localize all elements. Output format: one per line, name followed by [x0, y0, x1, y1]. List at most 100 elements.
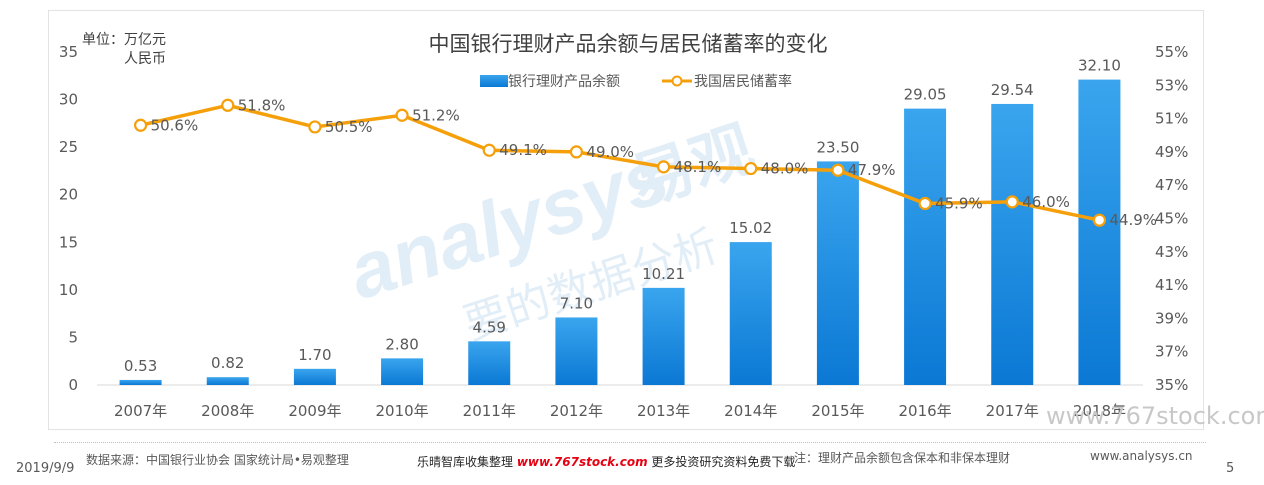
line-point [221, 98, 235, 112]
x-tick-label: 2007年 [114, 402, 167, 420]
left-tick-label: 0 [68, 376, 78, 394]
x-tick-label: 2012年 [550, 402, 603, 420]
left-axis: 0 5 10 15 20 25 30 35 [59, 43, 78, 394]
line-point [482, 143, 496, 157]
bar-value-label: 0.53 [124, 357, 157, 375]
bar-data-labels: 0.53 0.82 1.70 2.80 4.59 7.10 10.21 15.02 23.50 2… [124, 57, 1121, 375]
bar-value-label: 2.80 [385, 335, 418, 353]
right-tick-label: 45% [1155, 210, 1188, 228]
x-tick-label: 2009年 [288, 402, 341, 420]
bar-value-label: 32.10 [1078, 57, 1121, 75]
right-axis: 35% 37% 39% 41% 43% 45% 47% 49% 51% 53% 55% [1155, 43, 1188, 394]
right-tick-label: 41% [1155, 276, 1188, 294]
promo-site[interactable]: www.767stock.com [516, 455, 648, 469]
right-tick-label: 37% [1155, 343, 1188, 361]
line-point [308, 120, 322, 134]
promo-suffix: 更多投资研究资料免费下载 [651, 455, 796, 469]
line-point [133, 118, 148, 132]
line-point [395, 108, 409, 122]
bar-value-label: 4.59 [473, 318, 506, 336]
x-tick-label: 2013年 [637, 402, 690, 420]
x-tick-label: 2010年 [375, 402, 428, 420]
bar [206, 377, 249, 385]
x-tick-label: 2008年 [201, 402, 254, 420]
savings-rate-line [140, 103, 1100, 222]
x-axis-ticks: 2007年 2008年 2009年 2010年 2011年 2012年 2013年 2014年… [114, 402, 1126, 420]
bar [381, 358, 424, 385]
bar-value-label: 23.50 [816, 138, 859, 156]
line-point [656, 160, 671, 174]
left-tick-label: 15 [59, 233, 78, 251]
bar [555, 317, 598, 385]
bar-value-label: 29.54 [991, 81, 1034, 99]
line-value-label: 50.5% [325, 118, 373, 136]
left-tick-label: 35 [59, 43, 78, 61]
bar-value-label: 1.70 [298, 346, 331, 364]
line-data-labels: 50.6% 51.8% 50.5% 51.2% 49.1% 49.0% 48.1% 48.0%… [151, 96, 1157, 229]
line-value-label: 48.1% [674, 158, 722, 176]
bar [904, 108, 947, 386]
bar-value-label: 0.82 [211, 354, 244, 372]
line-value-label: 48.0% [761, 160, 809, 178]
bar-value-label: 29.05 [904, 86, 947, 104]
legend-line-marker [671, 75, 683, 87]
line-value-label: 51.2% [412, 106, 460, 124]
right-tick-label: 47% [1155, 176, 1188, 194]
right-tick-label: 35% [1155, 376, 1188, 394]
legend-bar-swatch [480, 75, 508, 87]
promo-text: 乐晴智库收集整理 www.767stock.com 更多投资研究资料免费下载 [417, 453, 795, 470]
line-value-label: 45.9% [935, 195, 983, 213]
report-date: 2019/9/9 [16, 461, 75, 476]
bar [119, 379, 162, 385]
line-point [831, 163, 845, 177]
line-series [133, 98, 1107, 227]
line-value-label: 50.6% [151, 116, 199, 134]
bar [468, 341, 511, 385]
right-tick-label: 51% [1155, 110, 1188, 128]
left-tick-label: 30 [59, 91, 78, 109]
right-tick-label: 55% [1155, 43, 1188, 61]
line-point [1092, 213, 1107, 227]
line-point [1005, 195, 1019, 209]
website-link[interactable]: www.analysys.cn [1090, 449, 1193, 463]
footer-divider [54, 442, 1206, 443]
left-tick-label: 5 [68, 328, 78, 346]
x-tick-label: 2014年 [724, 402, 777, 420]
unit-label-line1: 单位：万亿元 [82, 32, 166, 48]
left-tick-label: 20 [59, 186, 78, 204]
left-tick-label: 25 [59, 138, 78, 156]
analysys-watermark: analysys 易观 要的数据分析 [338, 112, 763, 351]
promo-prefix: 乐晴智库收集整理 [417, 455, 514, 469]
source-note: 数据来源：中国银行业协会 国家统计局•易观整理 [86, 453, 349, 467]
line-value-label: 47.9% [848, 161, 896, 179]
bar [991, 103, 1034, 385]
right-tick-label: 43% [1155, 243, 1188, 261]
line-value-label: 51.8% [238, 96, 286, 114]
bar-value-label: 10.21 [642, 265, 685, 283]
unit-label-line2: 人民币 [124, 51, 166, 67]
line-value-label: 49.0% [586, 143, 634, 161]
line-point [569, 145, 584, 159]
chart-frame [48, 10, 1204, 430]
x-tick-label: 2018年 [1073, 402, 1126, 420]
bar-value-label: 15.02 [729, 219, 772, 237]
bar [729, 242, 772, 385]
line-value-label: 49.1% [499, 141, 547, 159]
line-value-label: 46.0% [1022, 193, 1070, 211]
x-tick-label: 2016年 [898, 402, 951, 420]
right-tick-label: 39% [1155, 309, 1188, 327]
bar-series [119, 79, 1121, 386]
chart-title: 中国银行理财产品余额与居民储蓄率的变化 [429, 32, 828, 56]
right-tick-label: 49% [1155, 143, 1188, 161]
bar [642, 287, 685, 385]
right-tick-label: 53% [1155, 76, 1188, 94]
page-number: 5 [1226, 461, 1235, 476]
x-tick-label: 2015年 [811, 402, 864, 420]
footnote: 注：理财产品余额包含保本和非保本理财 [794, 451, 1011, 465]
legend-line-label: 我国居民储蓄率 [694, 73, 792, 90]
line-point [744, 161, 758, 176]
line-value-label: 44.9% [1109, 211, 1157, 229]
x-tick-label: 2011年 [463, 402, 516, 420]
left-tick-label: 10 [59, 281, 78, 299]
